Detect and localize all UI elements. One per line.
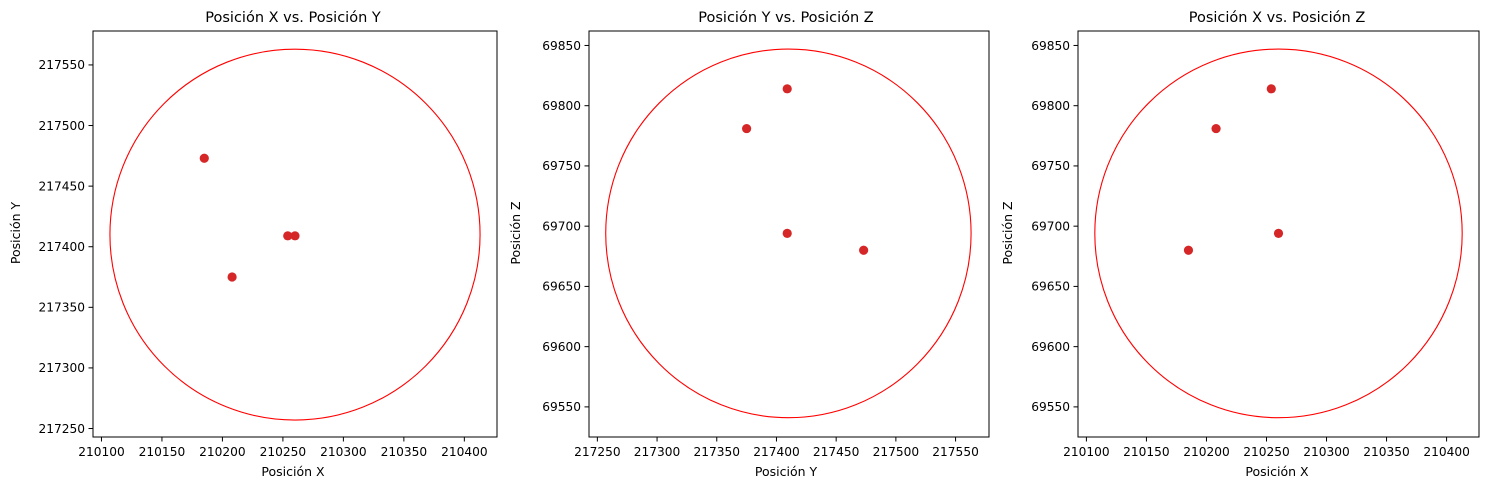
subplot-2-ytick-label: 69650 xyxy=(542,280,581,294)
subplot-1-data-point xyxy=(283,231,293,241)
subplot-3-ytick-label: 69700 xyxy=(1031,219,1070,233)
subplot-2-title: Posición Y vs. Posición Z xyxy=(698,10,874,26)
subplot-3-ytick-label: 69750 xyxy=(1031,159,1070,173)
subplot-3-xtick-label: 210300 xyxy=(1303,445,1350,459)
subplot-3-axes-frame xyxy=(1077,30,1480,438)
subplot-1-title: Posición X vs. Posición Y xyxy=(205,10,381,26)
subplot-2-xlabel: Posición Y xyxy=(755,464,818,479)
subplot-3-xlabel: Posición X xyxy=(1245,464,1309,479)
subplot-3-ytick-label: 69600 xyxy=(1031,340,1070,354)
subplot-1-xtick-label: 210400 xyxy=(441,445,488,459)
subplot-3-ytick-label: 69650 xyxy=(1031,280,1070,294)
subplot-1-data-point xyxy=(290,231,300,241)
subplot-1-xtick-label: 210100 xyxy=(78,445,125,459)
subplot-2-circle xyxy=(605,48,972,419)
subplot-3-xtick-label: 210350 xyxy=(1363,445,1410,459)
subplot-1-circle xyxy=(109,48,481,421)
subplot-1-ytick-label: 217300 xyxy=(38,361,85,375)
subplot-2-ytick-label: 69700 xyxy=(542,219,581,233)
subplot-3-xtick-label: 210200 xyxy=(1183,445,1230,459)
subplot-3: Posición X vs. Posición Z 210100 210150 21… xyxy=(1000,10,1480,479)
subplot-2-data-point xyxy=(742,123,752,134)
subplot-2-ylabel: Posición Z xyxy=(508,201,523,264)
subplot-3-title: Posición X vs. Posición Z xyxy=(1189,10,1366,26)
subplot-2-ytick-label: 69750 xyxy=(542,159,581,173)
subplot-2-xtick-label: 217250 xyxy=(574,445,621,459)
subplot-1-data-point xyxy=(199,153,209,163)
subplot-2-ytick-label: 69550 xyxy=(542,400,581,414)
subplot-1: Posición X vs. Posición Y 210100 210150 21… xyxy=(8,10,498,479)
subplot-1-xtick-label: 210300 xyxy=(320,445,367,459)
subplot-1-marks: 210100 210150 210200 210250 210300 210350 2104… xyxy=(38,30,498,459)
subplot-1-xlabel: Posición X xyxy=(261,464,325,479)
subplot-3-ytick-label: 69850 xyxy=(1031,39,1070,53)
subplot-3-xtick-label: 210150 xyxy=(1123,445,1170,459)
subplot-3-data-point xyxy=(1211,123,1221,134)
subplot-1-xtick-label: 210250 xyxy=(260,445,307,459)
subplot-3-ytick-label: 69550 xyxy=(1031,400,1070,414)
subplot-2-xtick-label: 217300 xyxy=(634,445,681,459)
subplot-1-ytick-label: 217550 xyxy=(38,58,85,72)
subplot-2-xtick-label: 217500 xyxy=(873,445,920,459)
subplot-1-ytick-label: 217250 xyxy=(38,422,85,436)
subplot-3-xtick-label: 210400 xyxy=(1423,445,1470,459)
subplot-1-ytick-label: 217350 xyxy=(38,301,85,315)
subplot-3-xtick-label: 210100 xyxy=(1063,445,1110,459)
subplot-3-data-point xyxy=(1183,245,1194,255)
subplot-2-marks: 217250 217300 217350 217400 217450 217500 2175… xyxy=(542,30,990,459)
subplot-3-ytick-label: 69800 xyxy=(1031,99,1070,113)
subplot-3-ylabel: Posición Z xyxy=(1000,201,1015,264)
subplot-2-ytick-label: 69800 xyxy=(542,99,581,113)
subplot-2-data-point xyxy=(782,84,792,94)
subplot-2-data-point xyxy=(782,228,792,238)
subplot-1-ytick-label: 217400 xyxy=(38,240,85,254)
subplot-2-xtick-label: 217550 xyxy=(932,445,979,459)
subplot-1-xtick-label: 210350 xyxy=(381,445,428,459)
subplot-1-axes-frame xyxy=(92,30,498,438)
subplot-1-xtick-label: 210200 xyxy=(199,445,246,459)
subplot-2-xtick-label: 217400 xyxy=(753,445,800,459)
subplot-1-data-point xyxy=(227,272,237,282)
subplot-3-marks: 210100 210150 210200 210250 210300 210350 2104… xyxy=(1031,30,1480,459)
subplot-1-ytick-label: 217450 xyxy=(38,179,85,193)
subplot-2-data-point xyxy=(859,245,869,255)
subplot-2-xtick-label: 217350 xyxy=(693,445,740,459)
subplot-2-ytick-label: 69850 xyxy=(542,39,581,53)
subplot-2-ytick-label: 69600 xyxy=(542,340,581,354)
subplot-2: Posición Y vs. Posición Z 217250 217300 21… xyxy=(508,10,990,479)
subplot-3-data-point xyxy=(1273,228,1284,238)
subplot-1-xtick-label: 210150 xyxy=(139,445,186,459)
subplot-2-xtick-label: 217450 xyxy=(813,445,860,459)
subplot-3-data-point xyxy=(1266,84,1276,94)
subplot-3-xtick-label: 210250 xyxy=(1243,445,1290,459)
subplot-3-circle xyxy=(1094,48,1463,419)
subplot-1-ytick-label: 217500 xyxy=(38,119,85,133)
subplot-1-ylabel: Posición Y xyxy=(8,202,23,265)
subplot-2-axes-frame xyxy=(588,30,990,438)
